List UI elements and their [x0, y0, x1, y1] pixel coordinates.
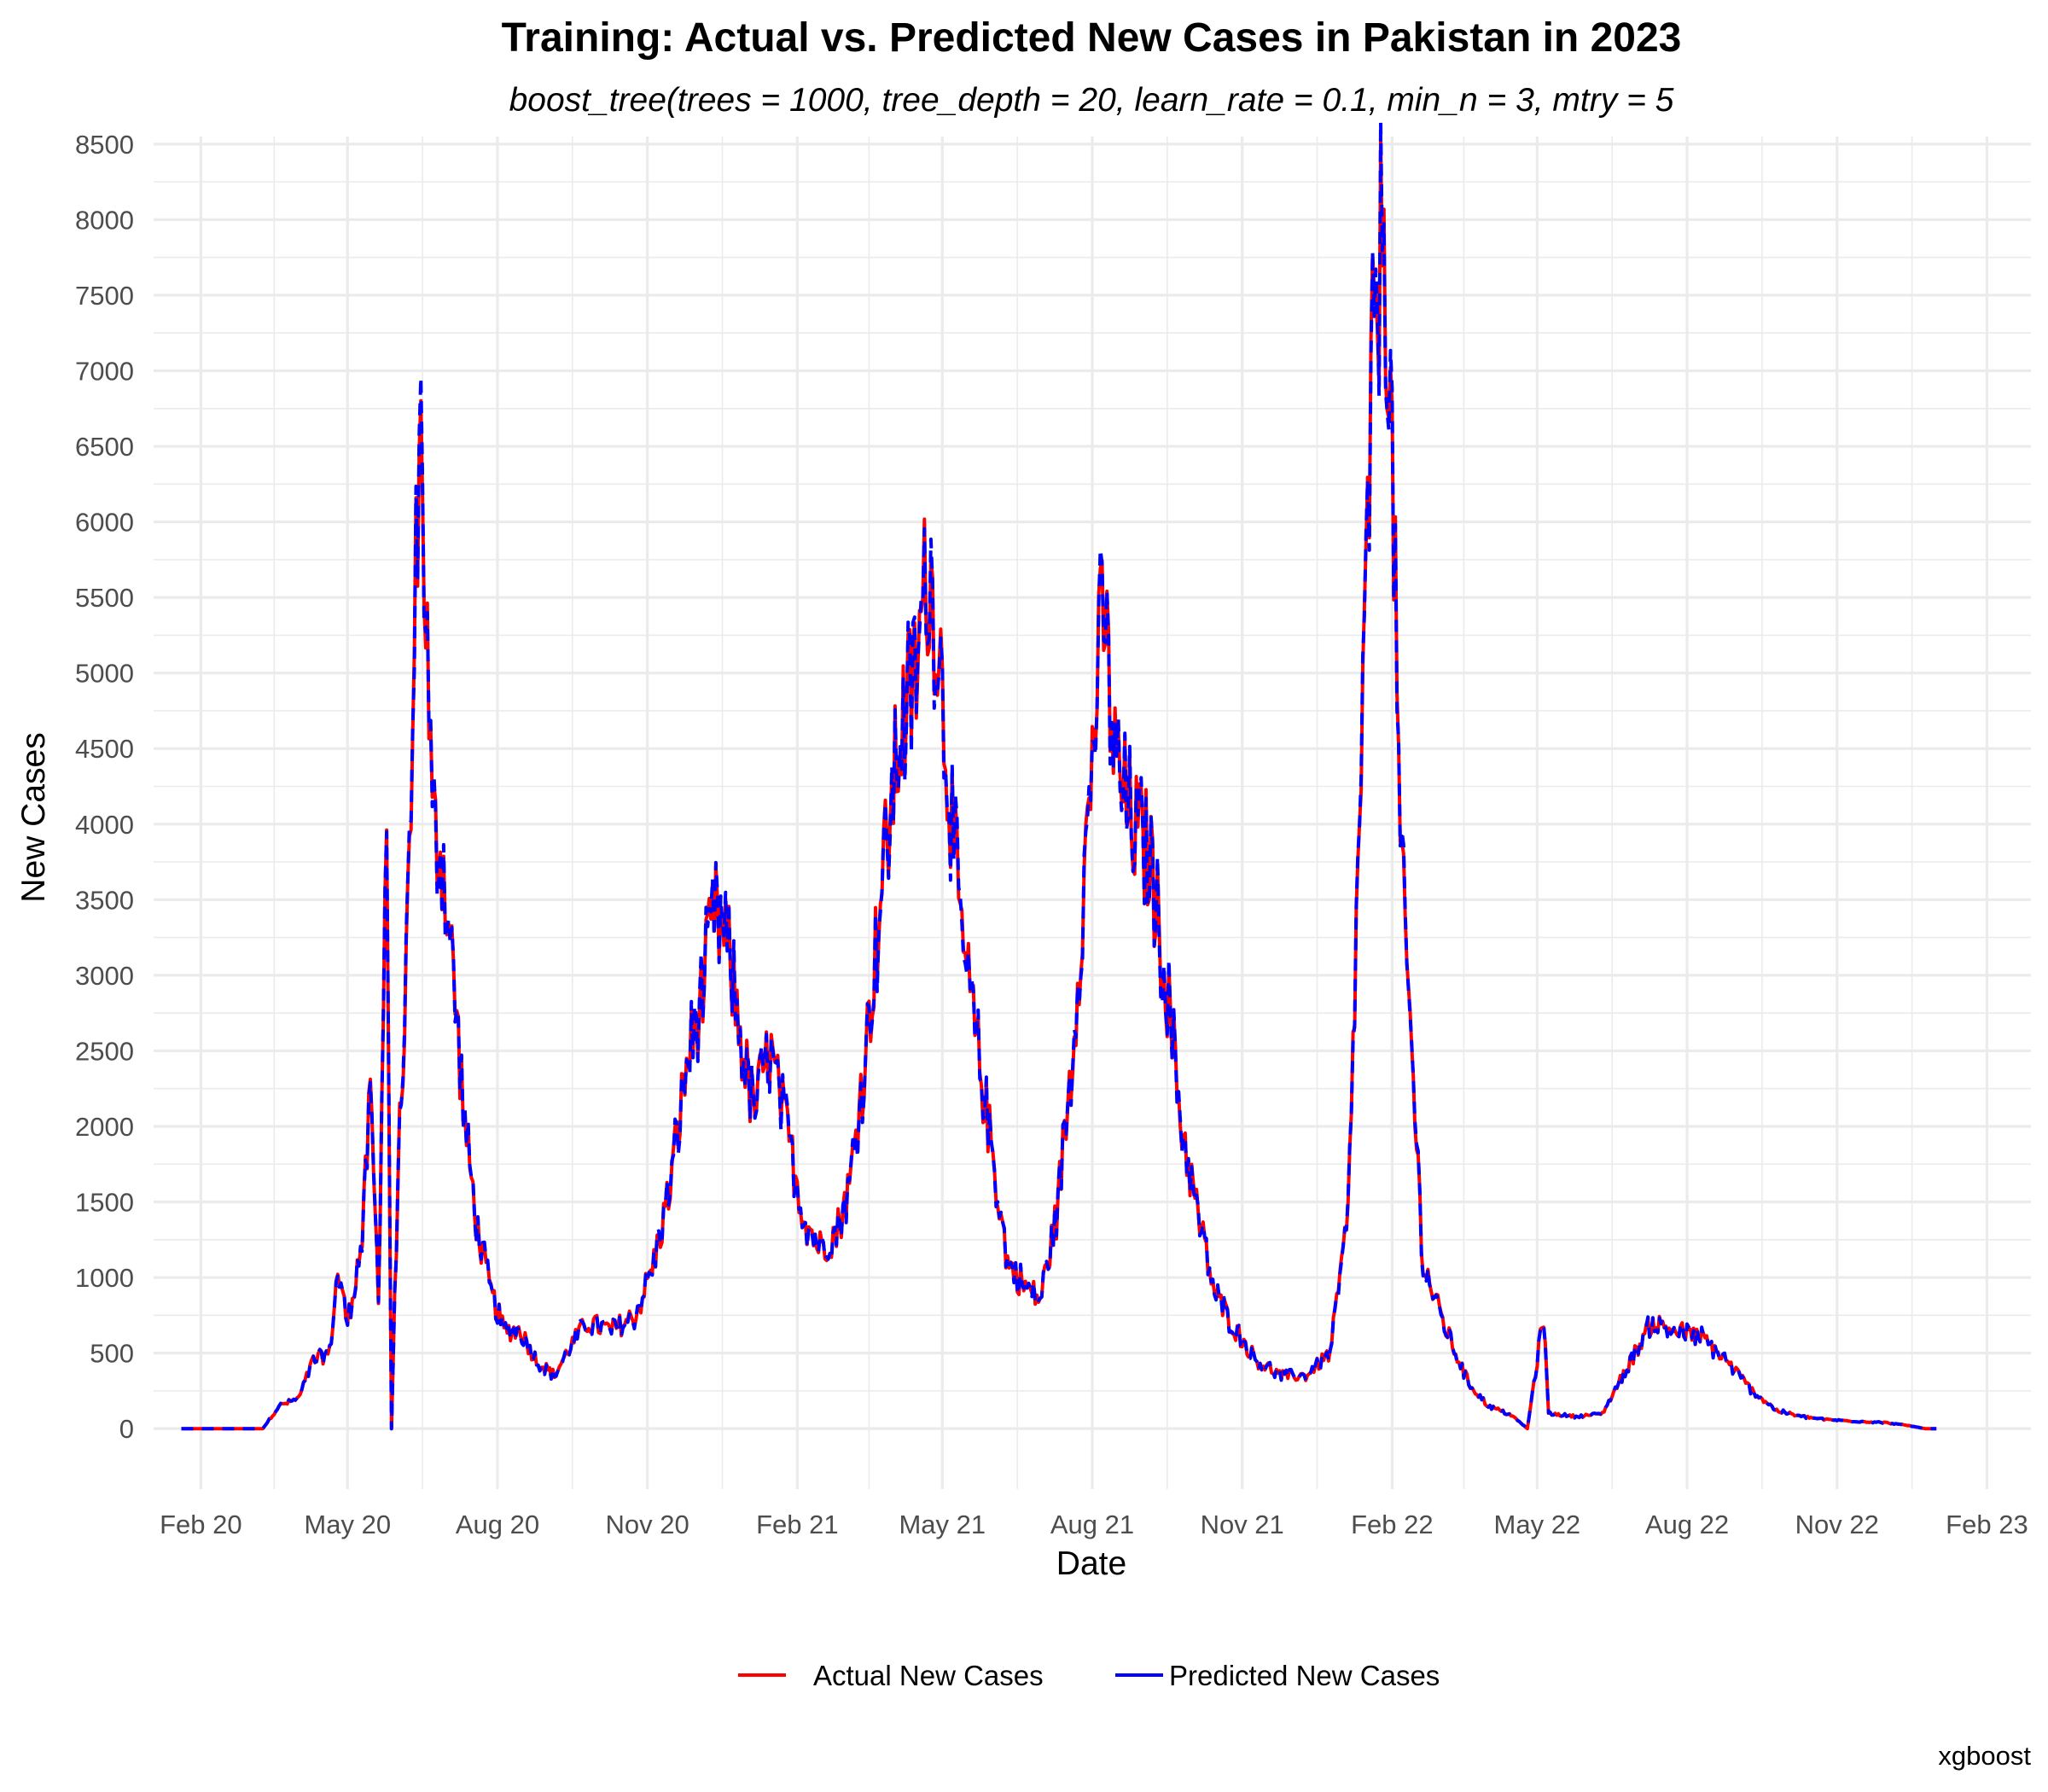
caption: xgboost: [1938, 1741, 2031, 1771]
x-axis-title: Date: [1056, 1545, 1126, 1582]
x-tick-label: Nov 22: [1795, 1510, 1879, 1539]
x-tick-label: Aug 20: [456, 1510, 539, 1539]
x-tick-label: Nov 20: [606, 1510, 689, 1539]
y-tick-label: 8000: [75, 205, 134, 235]
y-tick-label: 3000: [75, 961, 134, 991]
x-tick-label: Aug 22: [1645, 1510, 1729, 1539]
series: [181, 119, 1937, 1431]
y-tick-label: 2000: [75, 1112, 134, 1142]
y-tick-label: 500: [90, 1339, 134, 1369]
x-tick-label: Feb 22: [1351, 1510, 1434, 1539]
x-tick-label: Feb 20: [160, 1510, 242, 1539]
y-tick-label: 7500: [75, 281, 134, 311]
x-tick-label: May 20: [304, 1510, 391, 1539]
x-tick-label: Aug 21: [1050, 1510, 1134, 1539]
y-tick-label: 0: [119, 1414, 134, 1444]
y-tick-label: 8500: [75, 130, 134, 160]
y-tick-label: 2500: [75, 1036, 134, 1066]
series-line-actual: [181, 135, 1937, 1431]
series-line-predicted: [181, 119, 1937, 1431]
y-tick-label: 4000: [75, 810, 134, 840]
chart-title: Training: Actual vs. Predicted New Cases…: [502, 15, 1682, 61]
legend: Actual New Cases Predicted New Cases: [738, 1660, 1440, 1691]
y-axis-title: New Cases: [15, 732, 52, 902]
y-tick-label: 5500: [75, 583, 134, 613]
x-tick-label: Feb 21: [756, 1510, 839, 1539]
x-tick-label: Feb 23: [1946, 1510, 2028, 1539]
x-tick-label: Nov 21: [1201, 1510, 1284, 1539]
y-tick-label: 1000: [75, 1263, 134, 1293]
y-tick-label: 7000: [75, 356, 134, 386]
legend-label-actual: Actual New Cases: [813, 1660, 1044, 1691]
x-axis-ticks: Feb 20 May 20 Aug 20 Nov 20 Feb 21 May 21 Aug …: [160, 1510, 2028, 1539]
y-tick-label: 6000: [75, 508, 134, 538]
y-axis-ticks: 0 500 1000 1500 2000 2500 3000 3500 4000 4500 5000…: [75, 130, 134, 1444]
y-tick-label: 5000: [75, 659, 134, 689]
y-tick-label: 1500: [75, 1188, 134, 1218]
legend-label-predicted: Predicted New Cases: [1169, 1660, 1440, 1691]
y-tick-label: 3500: [75, 885, 134, 915]
x-tick-label: May 21: [899, 1510, 986, 1539]
chart-subtitle: boost_tree(trees = 1000, tree_depth = 20…: [509, 82, 1674, 119]
grid: [154, 137, 2031, 1489]
y-tick-label: 4500: [75, 734, 134, 764]
x-tick-label: May 22: [1494, 1510, 1581, 1539]
y-tick-label: 6500: [75, 432, 134, 462]
